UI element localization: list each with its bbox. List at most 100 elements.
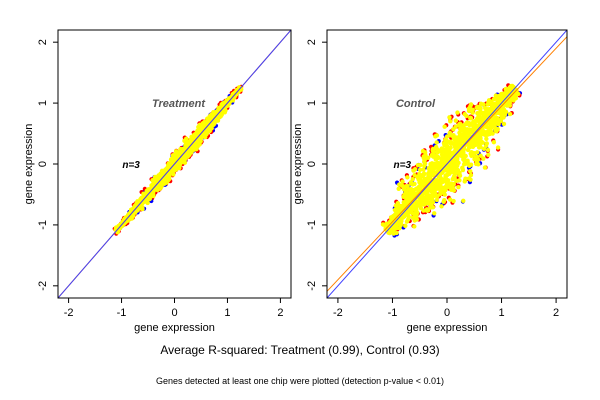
treatment-data-point — [231, 95, 236, 100]
treatment-data-point — [198, 123, 203, 129]
control-y-tick-label: 1 — [306, 100, 318, 106]
control-data-point — [483, 133, 489, 138]
figure-footnote: Genes detected at least one chip were pl… — [156, 376, 444, 386]
control-data-point — [501, 121, 507, 127]
control-data-point — [451, 198, 456, 204]
control-data-point — [430, 148, 435, 153]
control-data-point — [453, 118, 459, 123]
treatment-data-point — [187, 145, 193, 150]
control-data-point — [433, 185, 439, 190]
control-data-point — [451, 188, 457, 193]
control-data-point — [475, 150, 480, 155]
control-data-point — [476, 145, 482, 150]
control-data-point — [424, 200, 430, 205]
treatment-sample-count-label: n=3 — [122, 160, 140, 171]
control-data-point — [413, 191, 418, 196]
control-data-point — [471, 137, 476, 142]
control-data-point — [468, 127, 473, 133]
control-data-point — [464, 113, 469, 119]
treatment-data-point — [166, 173, 172, 178]
treatment-data-point — [144, 198, 149, 204]
control-data-point — [427, 169, 432, 174]
control-data-point — [471, 120, 476, 125]
control-x-tick-label: 2 — [553, 307, 559, 319]
control-data-point — [395, 204, 400, 210]
control-data-point — [437, 168, 442, 173]
treatment-data-point — [177, 162, 183, 167]
control-data-point — [443, 184, 449, 189]
control-scatter-panel: -2 -1 0 1 2 -2 -1 0 1 2 gene expression gene expres… — [292, 29, 568, 334]
control-data-point — [455, 143, 460, 149]
control-data-point — [455, 169, 461, 175]
control-data-point — [432, 211, 437, 216]
control-data-point — [460, 123, 465, 128]
control-data-point — [507, 98, 512, 104]
control-data-point — [488, 121, 493, 126]
treatment-data-point — [151, 186, 157, 191]
control-data-point — [476, 113, 481, 119]
control-data-point — [467, 120, 472, 126]
treatment-data-point — [184, 143, 189, 148]
control-data-point — [454, 178, 459, 184]
control-data-point — [485, 147, 491, 153]
control-data-point — [438, 148, 443, 153]
control-data-point — [493, 115, 499, 121]
control-data-point — [447, 197, 453, 202]
control-data-point — [477, 104, 482, 110]
treatment-data-point — [156, 186, 161, 192]
treatment-annotation: Treatment — [152, 98, 206, 110]
control-data-point — [421, 181, 426, 186]
control-data-point — [411, 215, 416, 221]
control-data-point — [470, 110, 475, 115]
control-data-point — [423, 155, 428, 161]
control-data-point — [468, 104, 473, 109]
control-y-tick-label: -2 — [306, 281, 318, 291]
control-data-point — [487, 131, 493, 137]
control-data-point — [418, 162, 423, 168]
control-data-point — [424, 176, 429, 182]
treatment-data-point — [207, 114, 212, 119]
treatment-data-point — [193, 142, 199, 148]
control-data-point — [434, 197, 440, 203]
control-data-point — [425, 208, 431, 213]
treatment-x-tick-label: -1 — [117, 307, 127, 319]
control-data-point — [451, 127, 456, 132]
control-data-point — [490, 101, 496, 106]
control-data-point — [405, 175, 410, 180]
treatment-data-point — [172, 152, 177, 158]
control-x-tick-label: 1 — [498, 307, 504, 319]
control-data-point — [453, 163, 458, 169]
control-data-point — [491, 139, 497, 145]
control-data-point — [481, 129, 486, 134]
control-data-point — [441, 189, 446, 194]
control-data-point — [413, 206, 418, 212]
control-data-point — [495, 145, 501, 150]
control-data-point — [410, 176, 415, 182]
treatment-x-tick-label: 1 — [224, 307, 230, 319]
treatment-data-point — [212, 112, 217, 118]
treatment-y-tick-label: 2 — [37, 39, 49, 45]
treatment-data-point — [152, 182, 157, 188]
control-data-point — [444, 134, 450, 139]
treatment-blue-line — [58, 30, 291, 298]
treatment-scatter-panel: -2 -1 0 1 2 -2 -1 0 1 2 gene expression gene expres… — [23, 29, 292, 334]
treatment-y-tick-label: 0 — [37, 161, 49, 167]
control-data-point — [457, 173, 463, 178]
control-data-point — [422, 163, 427, 169]
control-data-point — [421, 198, 426, 203]
control-data-point — [466, 108, 472, 114]
control-data-point — [439, 157, 445, 163]
control-data-point — [412, 167, 418, 172]
treatment-y-tick-label: -1 — [37, 220, 49, 230]
control-data-point — [421, 208, 426, 213]
treatment-x-axis-label: gene expression — [134, 322, 215, 334]
treatment-data-point — [132, 203, 137, 209]
control-x-tick-label: 0 — [444, 307, 450, 319]
control-data-point — [430, 165, 435, 171]
control-data-point — [493, 93, 499, 98]
control-data-point — [468, 151, 473, 156]
control-data-point — [491, 111, 496, 116]
control-data-point — [435, 160, 440, 165]
control-data-point — [456, 185, 461, 190]
control-data-point — [434, 133, 440, 138]
